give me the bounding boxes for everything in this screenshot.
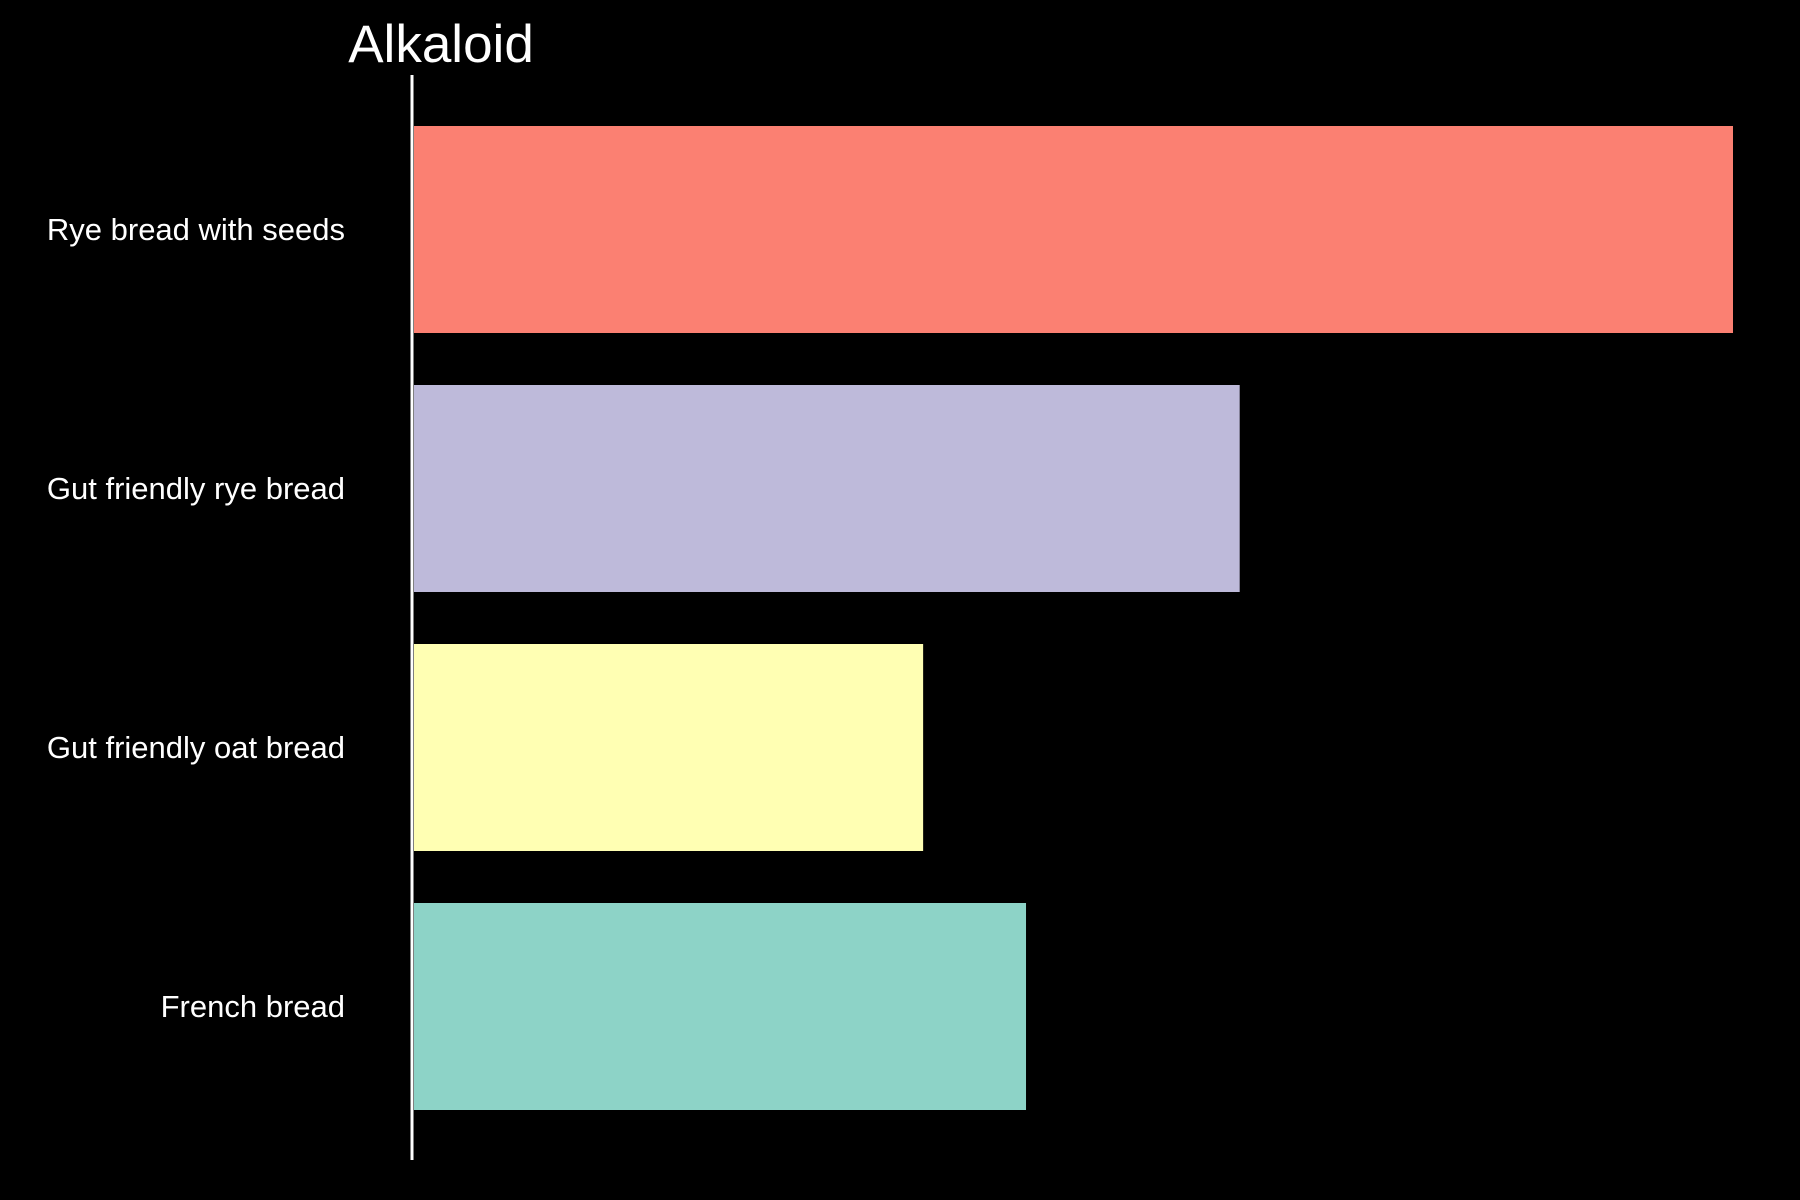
bar-rye-bread-with-seeds (414, 126, 1733, 333)
tick-label-rye-bread-with-seeds: Rye bread with seeds (47, 212, 345, 247)
chart-title: Alkaloid (348, 15, 534, 74)
bar-french-bread (414, 903, 1027, 1110)
bar-gut-friendly-oat-bread (414, 644, 924, 851)
category-labels: Rye bread with seeds Gut friendly rye bre… (47, 212, 345, 1024)
tick-label-french-bread: French bread (161, 989, 345, 1024)
tick-label-gut-friendly-rye-bread: Gut friendly rye bread (47, 471, 345, 506)
tick-label-gut-friendly-oat-bread: Gut friendly oat bread (47, 730, 345, 765)
bars-group (414, 126, 1733, 1110)
bar-gut-friendly-rye-bread (414, 385, 1240, 592)
